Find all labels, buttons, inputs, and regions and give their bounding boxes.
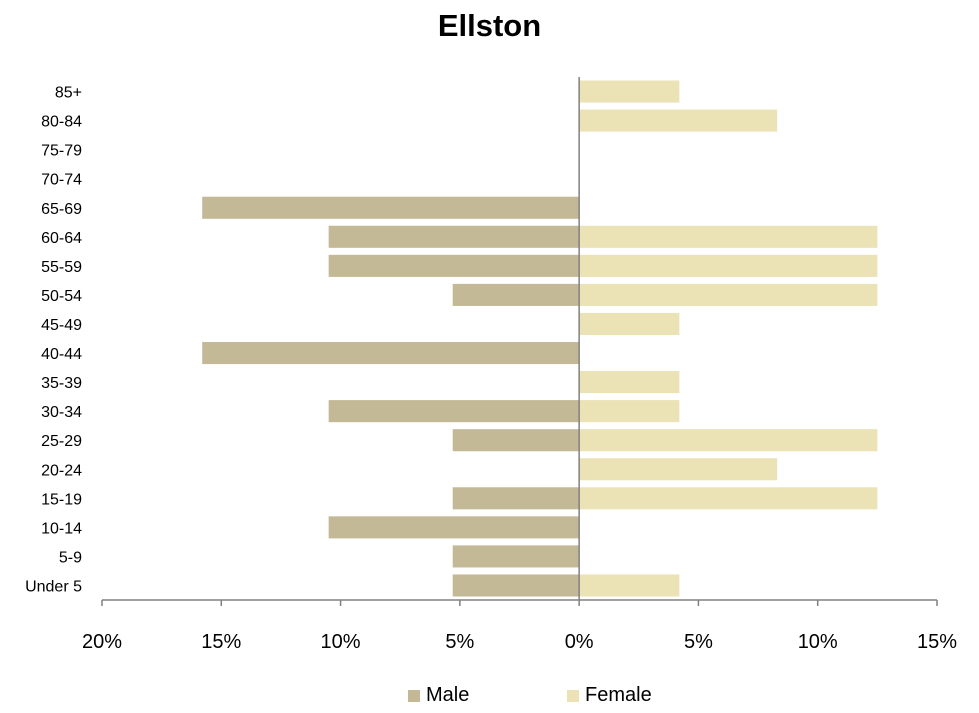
bar-female: [579, 225, 878, 248]
legend-label-female: Female: [585, 684, 652, 706]
legend-swatch-female: [567, 689, 579, 702]
bar-male: [452, 283, 580, 306]
bar-male: [202, 341, 580, 365]
x-tick-label: 0%: [565, 631, 594, 653]
y-tick-label: 70-74: [41, 172, 82, 189]
bar-female: [579, 283, 878, 306]
bar-male: [452, 487, 580, 510]
bar-male: [328, 400, 580, 423]
bar-female: [579, 487, 878, 510]
x-tick-label: 15%: [201, 631, 241, 653]
y-tick-label: 55-59: [41, 259, 82, 276]
bar-male: [328, 516, 580, 539]
y-tick-label: 15-19: [41, 491, 82, 508]
y-tick-label: 45-49: [41, 317, 82, 334]
bar-male: [202, 196, 580, 219]
bar-male: [328, 225, 580, 248]
bar-female: [579, 429, 878, 452]
y-tick-label: 25-29: [41, 433, 82, 450]
x-tick-label: 10%: [321, 631, 361, 653]
legend-item-female: Female: [567, 684, 652, 707]
y-tick-label: 30-34: [41, 404, 82, 421]
bar-female: [579, 254, 878, 277]
y-tick-label: 75-79: [41, 143, 82, 160]
legend-swatch-male: [408, 689, 420, 702]
bar-female: [579, 371, 680, 394]
y-tick-label: 5-9: [59, 549, 82, 566]
bar-female: [579, 109, 778, 132]
bar-male: [452, 574, 580, 597]
y-tick-label: 60-64: [41, 230, 82, 247]
x-tick-label: 20%: [82, 631, 122, 653]
y-tick-label: 85+: [55, 85, 82, 102]
y-tick-label: 80-84: [41, 114, 82, 131]
y-tick-label: 35-39: [41, 375, 82, 392]
y-tick-label: Under 5: [25, 578, 82, 595]
bar-male: [328, 254, 580, 277]
chart-title: Ellston: [437, 8, 542, 43]
bar-female: [579, 458, 778, 481]
y-tick-label: 20-24: [41, 462, 82, 479]
x-tick-label: 10%: [798, 631, 838, 653]
y-tick-label: 40-44: [41, 346, 82, 363]
x-tick-label: 15%: [917, 631, 957, 653]
legend: Male Female: [0, 684, 979, 710]
y-tick-label: 65-69: [41, 201, 82, 218]
legend-label-male: Male: [426, 684, 470, 706]
bar-female: [579, 80, 680, 103]
bar-male: [452, 429, 580, 452]
bar-female: [579, 400, 680, 423]
y-tick-label: 50-54: [41, 288, 82, 305]
bar-female: [579, 574, 680, 597]
y-tick-label: 10-14: [41, 520, 82, 537]
bar-female: [579, 312, 680, 336]
legend-item-male: Male: [408, 684, 469, 707]
x-tick-label: 5%: [445, 631, 474, 653]
bar-male: [452, 545, 580, 568]
x-tick-label: 5%: [684, 631, 713, 653]
